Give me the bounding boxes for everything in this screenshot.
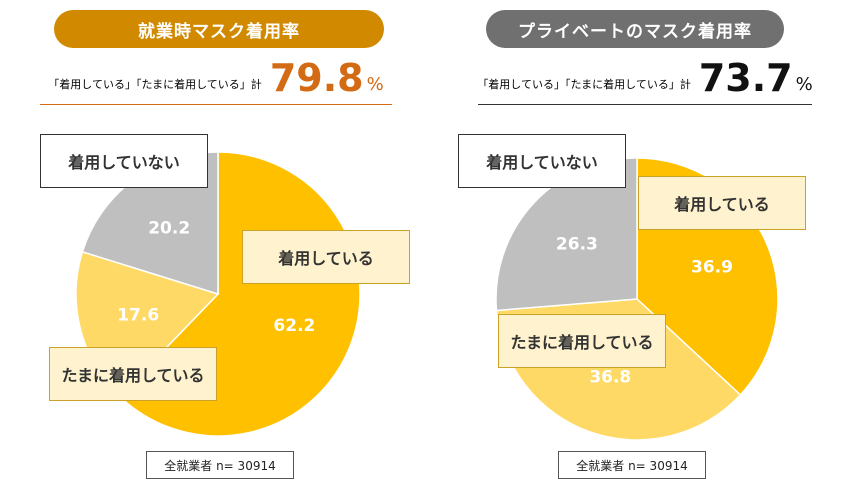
work-sample-size: 全就業者 n= 30914 xyxy=(146,451,294,479)
private-summary-unit: % xyxy=(795,74,813,95)
work-summary-label: 「着用している」「たまに着用している」計 xyxy=(48,78,262,91)
private-sample-size: 全就業者 n= 30914 xyxy=(558,451,706,479)
work-label-sometimes: たまに着用している xyxy=(49,347,217,401)
private-summary-value: 73.7 xyxy=(698,56,793,100)
work-value-label-sometimes: 17.6 xyxy=(117,306,159,326)
private-value-label-sometimes: 36.8 xyxy=(589,367,631,387)
private-label-wearing: 着用している xyxy=(638,176,806,230)
private-summary: 「着用している」「たまに着用している」計 73.7 % xyxy=(477,56,813,100)
work-chart-title: 就業時マスク着用率 xyxy=(54,10,384,48)
work-summary-unit: % xyxy=(366,74,384,95)
work-value-label-wearing: 62.2 xyxy=(273,316,315,336)
private-divider xyxy=(478,104,812,105)
private-summary-label: 「着用している」「たまに着用している」計 xyxy=(477,78,691,91)
private-value-label-not-wearing: 26.3 xyxy=(556,235,598,255)
private-chart-title: プライベートのマスク着用率 xyxy=(486,10,784,48)
work-label-not-wearing: 着用していない xyxy=(40,134,208,188)
private-label-not-wearing: 着用していない xyxy=(458,134,626,188)
work-label-wearing: 着用している xyxy=(242,230,410,284)
work-divider xyxy=(40,104,392,105)
work-summary-value: 79.8 xyxy=(269,56,364,100)
work-summary: 「着用している」「たまに着用している」計 79.8 % xyxy=(40,58,392,98)
work-value-label-not-wearing: 20.2 xyxy=(148,219,190,239)
private-label-sometimes: たまに着用している xyxy=(498,314,666,368)
private-value-label-wearing: 36.9 xyxy=(691,257,733,277)
